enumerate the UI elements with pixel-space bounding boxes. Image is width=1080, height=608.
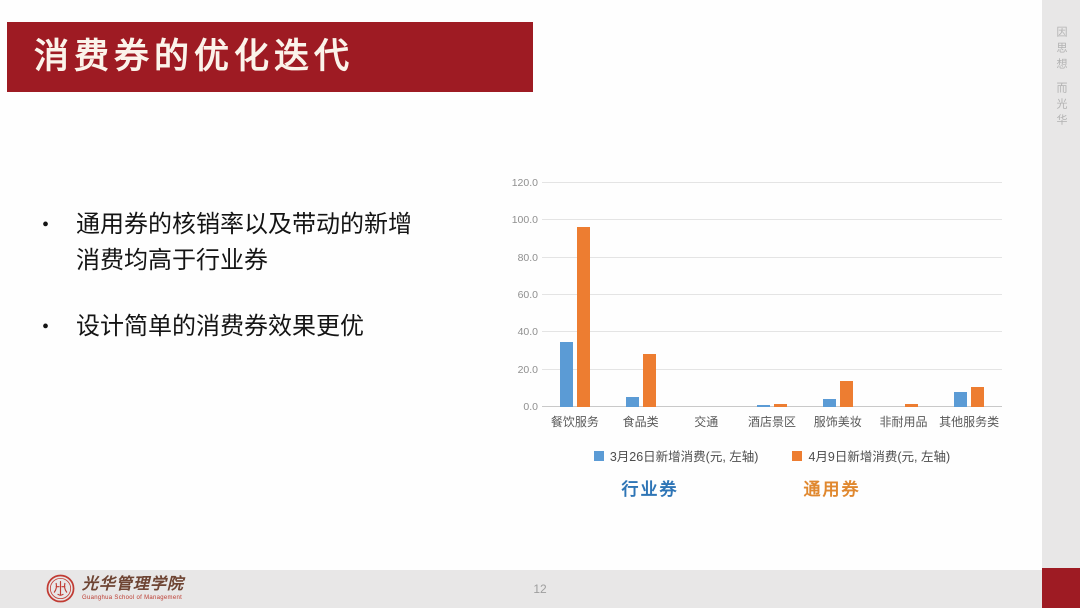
x-axis-label: 餐饮服务 [550, 415, 599, 429]
footer-bar: 光华管理学院 Guanghua School of Management 12 [0, 570, 1042, 608]
title-banner: 消费券的优化迭代 [7, 22, 533, 92]
x-axis-label: 服饰美妆 [813, 415, 862, 429]
y-axis-tick: 0.0 [523, 401, 538, 413]
bar [905, 404, 919, 407]
x-axis-line [542, 406, 1002, 407]
y-axis-tick: 20.0 [517, 363, 538, 376]
group-label-industry-voucher: 行业券 [621, 480, 679, 499]
bar [642, 354, 656, 407]
logo-texts: 光华管理学院 Guanghua School of Management [82, 575, 185, 601]
bullet-dot: • [42, 214, 50, 236]
bar [576, 226, 590, 407]
bullet-text: 设计简单的消费券效果更优 [76, 314, 364, 340]
bar [954, 391, 968, 407]
legend-item: 3月26日新增消费(元, 左轴) [593, 446, 759, 465]
bar-group [871, 183, 937, 407]
bullet-dot: • [42, 316, 50, 338]
school-logo: 光华管理学院 Guanghua School of Management [46, 574, 184, 603]
x-axis-label: 交通 [694, 415, 719, 429]
gridline [542, 294, 1002, 295]
chart-plot-area: 0.0 20.0 40.0 60.0 80.0 100.0 120.0 [500, 175, 1012, 413]
bullet-list: • 通用券的核销率以及带动的新增消费均高于行业券 • 设计简单的消费券效果更优 [42, 207, 472, 345]
gridline [542, 331, 1002, 333]
y-axis-tick: 100.0 [511, 214, 538, 227]
bar [822, 399, 836, 407]
y-axis-tick: 80.0 [517, 251, 538, 264]
y-axis-tick: 40.0 [517, 326, 538, 339]
x-axis-label: 非耐用品 [879, 415, 928, 429]
bar-group [936, 183, 1002, 407]
legend-label: 3月26日新增消费(元, 左轴) [609, 450, 759, 464]
legend-label: 4月9日新增消费(元, 左轴) [808, 450, 951, 464]
bar-chart: 0.0 20.0 40.0 60.0 80.0 100.0 120.0 餐饮服务 食品类 交通 酒… [500, 175, 1012, 499]
slide-title: 消费券的优化迭代 [34, 37, 355, 76]
bar-groups [542, 183, 1002, 407]
bar [774, 403, 788, 407]
x-axis-label: 酒店景区 [748, 415, 797, 429]
y-axis: 0.0 20.0 40.0 60.0 80.0 100.0 120.0 [500, 177, 538, 413]
gridline [542, 182, 1002, 183]
side-slogan: 因思想 而光华 [1055, 26, 1067, 131]
bar-group [542, 183, 608, 407]
x-axis-labels: 餐饮服务 食品类 交通 酒店景区 服饰美妆 非耐用品 其他服务类 [542, 413, 1002, 430]
legend-swatch [593, 450, 604, 461]
page-number: 12 [533, 582, 547, 596]
corner-accent-square [1042, 568, 1080, 608]
bar [839, 380, 853, 407]
bar-group [673, 183, 739, 407]
legend-item: 4月9日新增消费(元, 左轴) [792, 446, 950, 465]
bar [559, 341, 573, 407]
bar-group [739, 183, 805, 407]
plot-grid [542, 182, 1002, 407]
school-seal-icon [46, 574, 75, 603]
bar-group [608, 183, 674, 407]
logo-chinese-name: 光华管理学院 [82, 575, 185, 593]
gridline [542, 368, 1002, 370]
gridline [542, 219, 1002, 221]
bar [625, 396, 639, 407]
legend-swatch [792, 450, 803, 461]
bar [757, 404, 771, 407]
bullet-item: • 通用券的核销率以及带动的新增消费均高于行业券 [42, 207, 472, 279]
bar-group [805, 183, 871, 407]
y-axis-tick: 120.0 [511, 177, 538, 189]
gridline [542, 256, 1002, 258]
bullet-item: • 设计简单的消费券效果更优 [42, 309, 472, 345]
bar [971, 386, 985, 407]
group-label-general-voucher: 通用券 [803, 480, 861, 499]
chart-legend: 3月26日新增消费(元, 左轴) 4月9日新增消费(元, 左轴) [542, 446, 1002, 465]
logo-english-name: Guanghua School of Management [82, 594, 183, 601]
y-axis-tick: 60.0 [517, 289, 538, 301]
bullet-text: 通用券的核销率以及带动的新增消费均高于行业券 [76, 212, 412, 274]
x-axis-label: 食品类 [622, 415, 659, 429]
side-strip: 因思想 而光华 [1042, 0, 1080, 568]
voucher-group-labels: 行业券 通用券 [500, 475, 1012, 499]
x-axis-label: 其他服务类 [939, 415, 1000, 429]
